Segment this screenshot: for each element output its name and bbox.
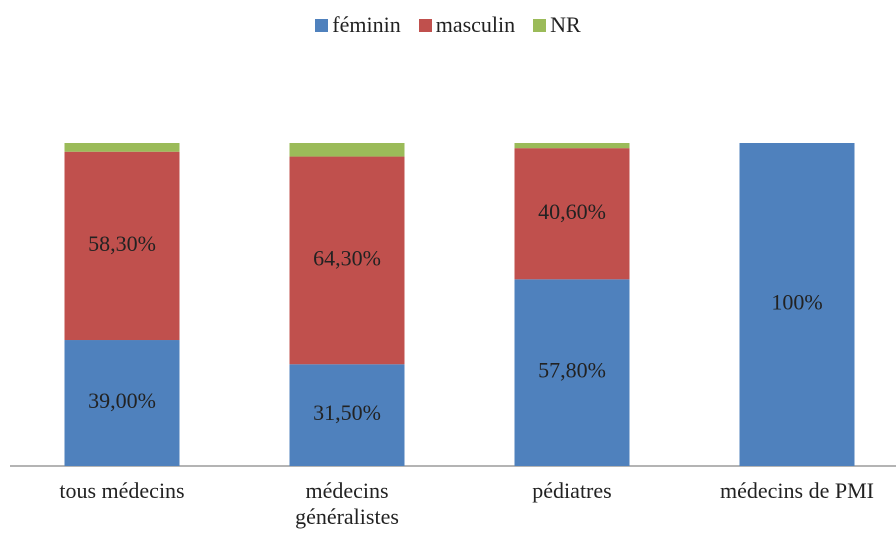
legend-swatch [315, 18, 329, 32]
data-label: 58,30% [88, 231, 156, 256]
legend-item: masculin [418, 12, 516, 38]
legend-item: NR [533, 12, 581, 38]
data-label: 100% [771, 290, 822, 315]
bar-segment [514, 148, 630, 280]
legend-label: masculin [435, 12, 516, 37]
data-label: 31,50% [313, 400, 381, 425]
legend-swatch [418, 18, 432, 32]
bar-segment [64, 143, 180, 152]
bar-segment [514, 279, 630, 466]
bar-segment [64, 340, 180, 466]
legend-label: féminin [332, 12, 401, 37]
bar-segment [514, 143, 630, 149]
legend: féminin masculin NR [0, 12, 896, 38]
bar-segment [289, 156, 405, 365]
x-tick-label: médecins de PMI [720, 478, 874, 503]
x-tick-label: pédiatres [532, 478, 612, 503]
legend-label: NR [550, 12, 581, 37]
bar-segment [739, 143, 855, 466]
data-label: 57,80% [538, 358, 606, 383]
x-tick-label: tous médecins [59, 478, 185, 503]
data-label: 64,30% [313, 245, 381, 270]
data-label: 39,00% [88, 388, 156, 413]
bar-segment [289, 143, 405, 157]
legend-swatch [533, 18, 547, 32]
bar-segment [289, 364, 405, 466]
legend-item: féminin [315, 12, 401, 38]
bar-segment [64, 151, 180, 341]
data-label: 40,60% [538, 199, 606, 224]
x-tick-label: médecins généralistes [295, 478, 399, 529]
